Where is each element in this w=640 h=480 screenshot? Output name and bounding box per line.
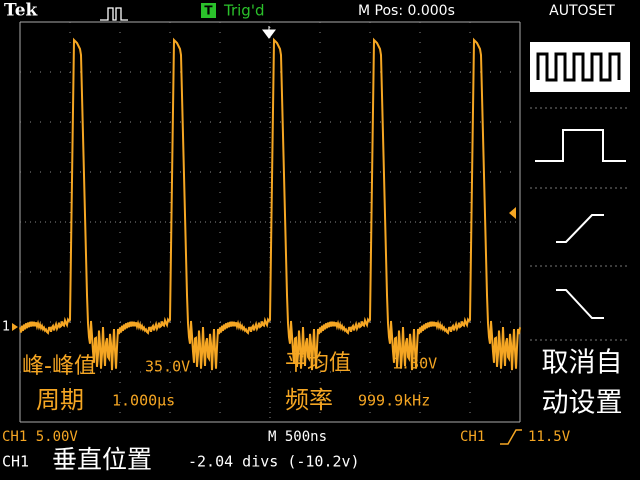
measure-value: 1.30V	[392, 355, 437, 373]
trigger-source: CH1	[460, 429, 485, 445]
menu-button-multi-cycle[interactable]	[530, 42, 630, 92]
trigger-slope-icon	[500, 429, 522, 445]
brand: Tek	[4, 1, 39, 21]
trigger-position-marker	[262, 26, 276, 39]
trigger-icon-box	[201, 3, 216, 18]
icon-single-cycle	[535, 129, 626, 162]
trigger-status: Trig'd	[223, 2, 264, 20]
measure-label: 峰-峰值	[22, 354, 96, 379]
menu-undo-line[interactable]: 动设置	[542, 388, 623, 419]
timebase: M 500ns	[268, 429, 327, 445]
measure-value: 35.0V	[145, 358, 190, 376]
trigger-level-marker	[509, 207, 516, 219]
waveform	[19, 37, 521, 371]
measure-value: 1.000μs	[112, 392, 175, 410]
measure-label: 平均值	[285, 351, 351, 376]
icon-falling	[556, 289, 604, 319]
ch1-arrow	[12, 323, 18, 331]
trigger-icon: T	[204, 4, 213, 18]
menu-button-undo[interactable]: 取消自 动设置	[542, 348, 623, 419]
measure-value: 999.9kHz	[358, 392, 430, 410]
menu-title: AUTOSET	[549, 3, 615, 19]
message-value: -2.04 divs (-10.2v)	[188, 453, 360, 471]
menu-button-falling[interactable]	[530, 270, 630, 330]
ch1-marker: 1	[2, 320, 10, 335]
icon-rising	[556, 214, 604, 243]
menu-undo-line[interactable]: 取消自	[542, 348, 623, 379]
channel-scale: CH1 5.00V	[2, 429, 78, 445]
graticule	[19, 21, 521, 423]
trigger-level: 11.5V	[528, 429, 571, 445]
measure-label: 频率	[285, 386, 333, 414]
acq-icon	[100, 7, 128, 21]
message-channel: CH1	[2, 453, 29, 471]
menu-button-single-cycle[interactable]	[530, 112, 630, 182]
icon-multi-cycle	[536, 52, 621, 82]
message-label: 垂直位置	[52, 445, 152, 474]
side-menu: 取消自 动设置	[530, 42, 630, 419]
measure-label: 周期	[36, 386, 84, 414]
position: M Pos: 0.000s	[358, 3, 455, 19]
